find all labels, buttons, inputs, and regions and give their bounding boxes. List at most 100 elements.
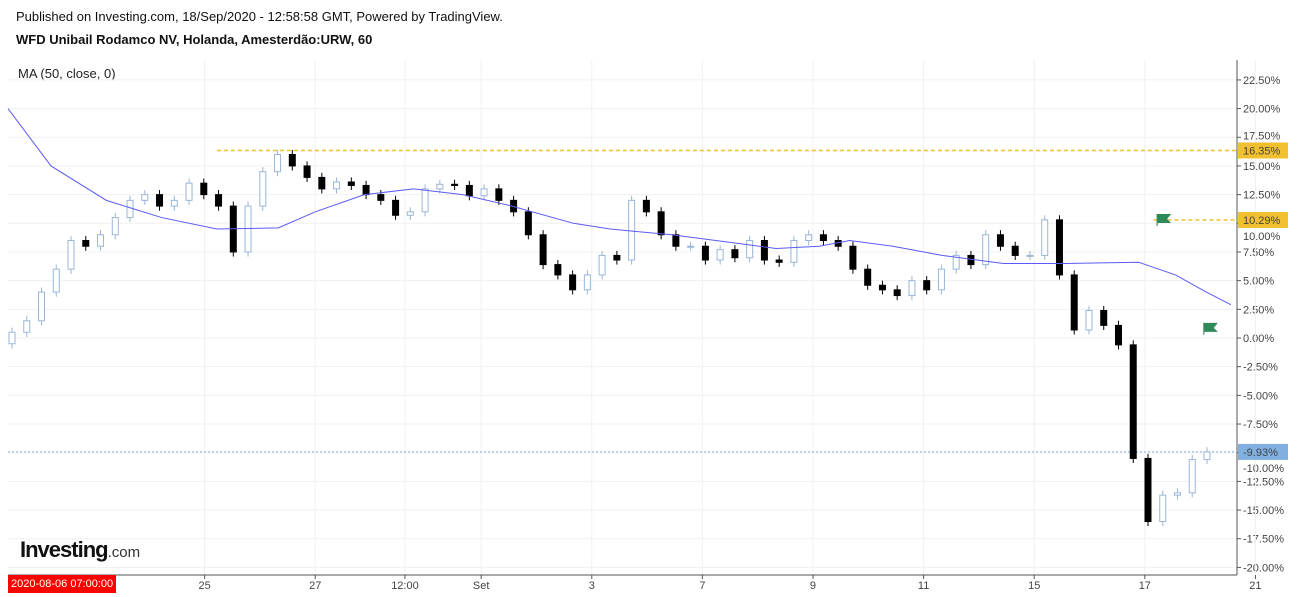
candle-body <box>38 291 46 322</box>
x-tick-label: Set <box>473 580 490 592</box>
candle-body <box>259 171 267 207</box>
candle-body <box>864 268 872 286</box>
candle-body <box>52 268 60 293</box>
candle-body <box>613 254 621 261</box>
y-tick-label: 10.00% <box>1243 231 1281 243</box>
candle-body <box>421 188 429 213</box>
candle-body <box>244 205 252 253</box>
candle-body <box>554 264 562 276</box>
cursor-date-label: 2020-08-06 07:00:00 <box>8 575 117 593</box>
price-level-badge <box>1238 142 1288 159</box>
candle-body <box>1041 219 1049 256</box>
logo-main: Investing <box>20 537 109 562</box>
price-level-badge <box>1238 211 1288 228</box>
candle-body <box>1203 451 1211 461</box>
y-tick-label: -12.50% <box>1243 476 1284 488</box>
candle-body <box>406 211 414 216</box>
candle-body <box>775 259 783 263</box>
candle-body <box>347 181 355 186</box>
candle-body <box>982 234 990 266</box>
y-tick-label: -17.50% <box>1243 534 1284 546</box>
candle-body <box>1011 245 1019 256</box>
candle-body <box>569 274 577 291</box>
candle-body <box>878 284 886 291</box>
candle-body <box>1026 254 1034 257</box>
x-tick-label: 3 <box>589 580 595 592</box>
y-tick-label: -20.00% <box>1243 562 1284 574</box>
y-tick-label: 7.50% <box>1243 247 1274 259</box>
candle-body <box>1173 492 1181 496</box>
candle-body <box>967 254 975 266</box>
candle-body <box>436 183 444 190</box>
y-tick-label: -10.00% <box>1243 463 1284 475</box>
candle-body <box>82 240 90 247</box>
candle-body <box>687 245 695 248</box>
y-tick-label: 20.00% <box>1243 104 1281 116</box>
candle-body <box>628 199 636 261</box>
y-tick-label: 17.50% <box>1243 130 1281 142</box>
candle-body <box>790 240 798 263</box>
candle-body <box>215 194 223 207</box>
candle-body <box>274 153 282 173</box>
candle-body <box>849 245 857 270</box>
candle-body <box>908 280 916 297</box>
candle-body <box>923 280 931 291</box>
x-tick-label: 21 <box>1249 580 1261 592</box>
candle-body <box>8 331 16 345</box>
flag-icon <box>1203 322 1218 332</box>
candle-body <box>185 182 193 201</box>
candle-body <box>701 245 709 261</box>
candle-body <box>377 194 385 201</box>
candle-body <box>893 289 901 297</box>
y-tick-label: -7.50% <box>1243 419 1278 431</box>
candle-body <box>111 217 119 236</box>
y-tick-label: 2.50% <box>1243 304 1274 316</box>
y-tick-label: 22.50% <box>1243 75 1281 87</box>
candle-body <box>126 199 134 219</box>
flag-icon <box>1157 213 1172 223</box>
chart-title: WFD Unibail Rodamco NV, Holanda, Amester… <box>16 32 373 47</box>
candle-body <box>760 240 768 261</box>
candle-body <box>642 199 650 213</box>
published-caption: Published on Investing.com, 18/Sep/2020 … <box>16 9 503 24</box>
candle-body <box>141 194 149 201</box>
y-tick-label: -5.00% <box>1243 390 1278 402</box>
candle-body <box>1070 274 1078 331</box>
x-tick-label: 25 <box>199 580 211 592</box>
candle-body <box>1100 309 1108 326</box>
logo-suffix: .com <box>107 544 141 561</box>
x-tick-label: 7 <box>699 580 705 592</box>
candle-body <box>170 199 178 207</box>
price-level-label: 16.35% <box>1243 145 1281 157</box>
candle-body <box>200 182 208 196</box>
candle-body <box>1055 219 1063 276</box>
y-tick-label: -2.50% <box>1243 362 1278 374</box>
candle-body <box>23 320 31 333</box>
x-tick-label: 27 <box>309 580 321 592</box>
candle-body <box>1114 324 1122 346</box>
x-tick-label: 15 <box>1028 580 1040 592</box>
candle-body <box>67 240 75 270</box>
candle-body <box>451 183 459 186</box>
candle-body <box>583 274 591 291</box>
candle-body <box>465 184 473 197</box>
ma-indicator-label[interactable]: MA (50, close, 0) <box>18 66 116 81</box>
price-level-badge <box>1238 443 1288 460</box>
candle-body <box>746 240 754 259</box>
candle-body <box>362 184 370 196</box>
x-tick-label: 11 <box>918 580 929 592</box>
candle-body <box>392 199 400 216</box>
candle-body <box>480 188 488 197</box>
candle-body <box>539 234 547 266</box>
candle-body <box>333 181 341 190</box>
price-level-label: 10.29% <box>1243 215 1281 227</box>
candle-body <box>805 234 813 242</box>
x-tick-label: 17 <box>1139 580 1151 592</box>
candle-body <box>97 234 105 247</box>
x-tick-label: 12:00 <box>391 580 419 592</box>
candle-body <box>819 234 827 242</box>
candle-body <box>495 188 503 201</box>
candle-body <box>731 249 739 259</box>
